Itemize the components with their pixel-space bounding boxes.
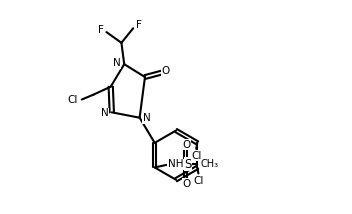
Text: S: S	[184, 158, 191, 171]
Text: F: F	[136, 20, 142, 30]
Text: O: O	[182, 140, 190, 150]
Text: F: F	[98, 25, 104, 35]
Text: O: O	[161, 66, 169, 76]
Text: N: N	[143, 113, 151, 123]
Text: Cl: Cl	[191, 151, 201, 161]
Text: Cl: Cl	[67, 95, 77, 104]
Text: NH: NH	[168, 159, 183, 169]
Text: CH₃: CH₃	[201, 159, 219, 169]
Text: N: N	[113, 58, 120, 68]
Text: Cl: Cl	[193, 175, 203, 186]
Text: O: O	[182, 179, 190, 189]
Text: N: N	[101, 108, 108, 118]
